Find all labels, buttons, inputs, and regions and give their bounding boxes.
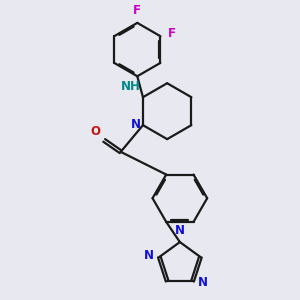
Text: N: N <box>130 118 140 131</box>
Text: N: N <box>144 249 154 262</box>
Text: F: F <box>133 4 141 16</box>
Text: F: F <box>168 27 176 40</box>
Text: N: N <box>198 276 208 289</box>
Text: O: O <box>90 125 100 138</box>
Text: N: N <box>175 224 185 237</box>
Text: NH: NH <box>121 80 140 93</box>
